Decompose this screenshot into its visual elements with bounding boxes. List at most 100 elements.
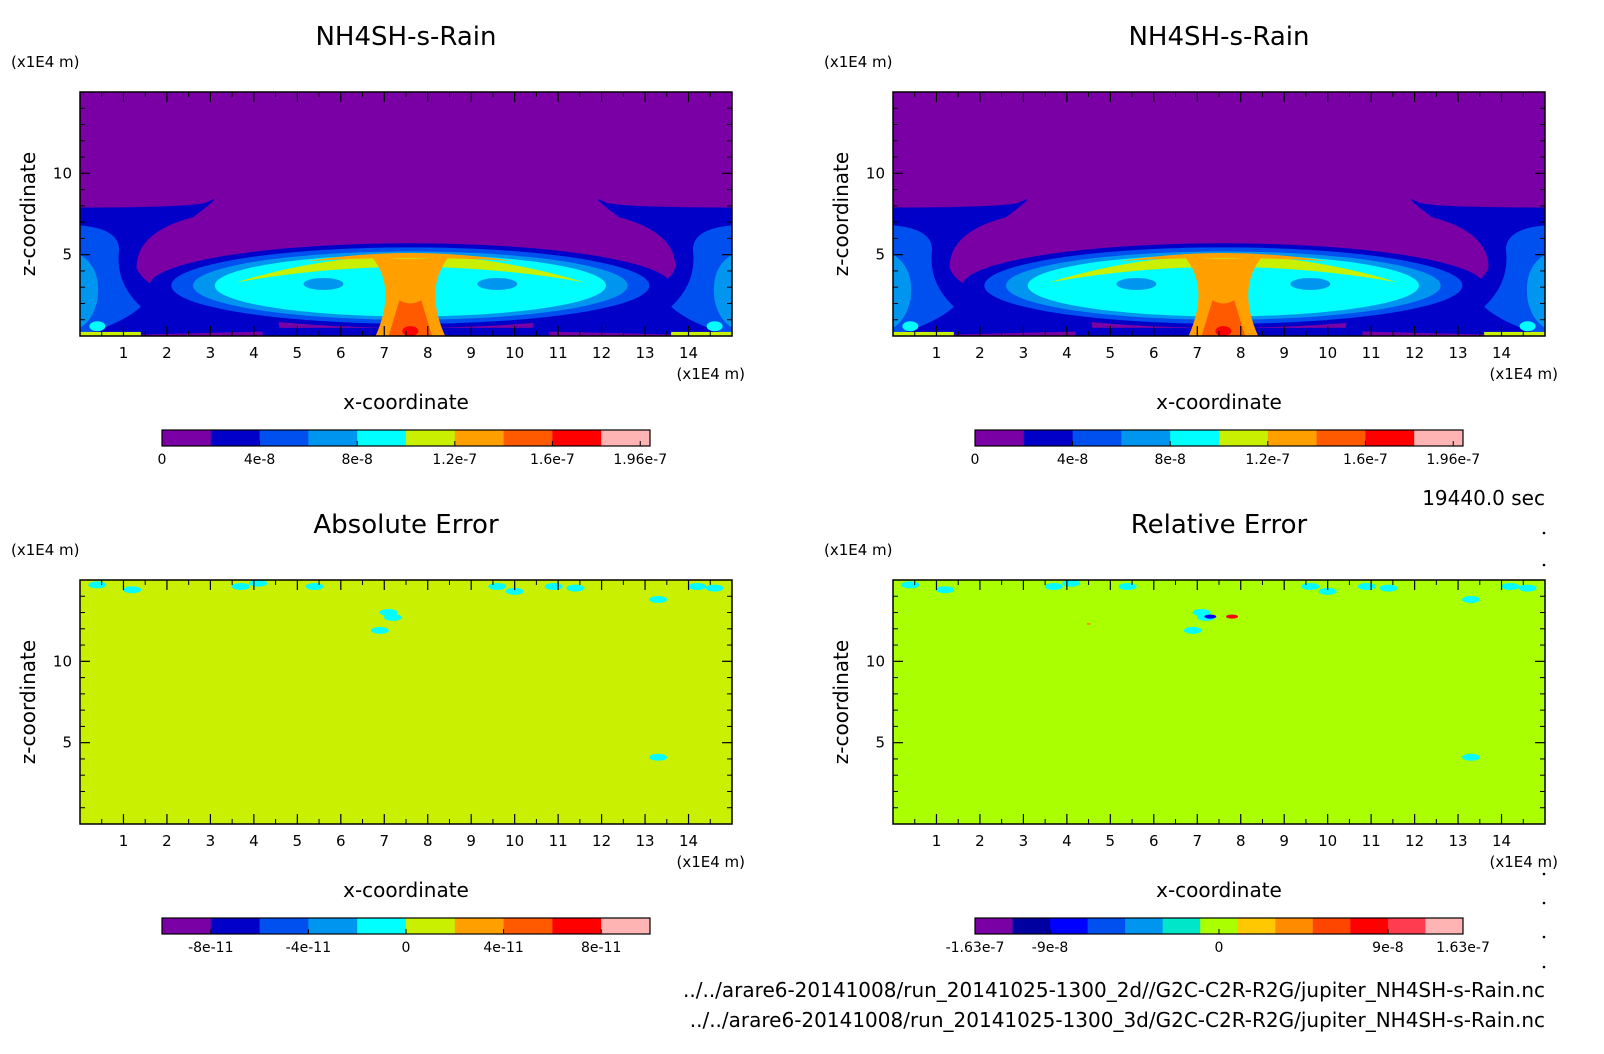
colorbar-swatch: [1387, 918, 1426, 934]
contour-stem-core: [388, 300, 433, 336]
x-tick-label: 11: [549, 832, 568, 850]
contour-stem-core: [1201, 300, 1246, 336]
x-tick-label: 12: [1405, 832, 1424, 850]
chart-title: NH4SH-s-Rain: [1128, 22, 1309, 52]
colorbar-frame: [974, 429, 1464, 447]
colorbar-swatch: [1219, 430, 1269, 446]
y-axis-label: z-coordinate: [16, 640, 40, 764]
colorbar-swatch: [259, 918, 309, 934]
x-tick-label: 9: [1279, 344, 1289, 362]
colorbar-tick-label: 4e-8: [1057, 452, 1088, 468]
error-spot: [1379, 584, 1398, 592]
x-tick-label: 9: [466, 832, 476, 850]
x-tick-label: 7: [1192, 832, 1202, 850]
y-tick-label: 5: [875, 246, 885, 264]
y-unit-label: (x1E4 m): [824, 541, 893, 559]
error-spot: [1462, 596, 1481, 604]
error-spot: [1518, 584, 1537, 592]
colorbar-swatch: [1125, 918, 1164, 934]
x-axis-label: x-coordinate: [343, 878, 469, 902]
colorbar-tick-label: 1.2e-7: [432, 452, 477, 468]
colorbar-tick-label: 8e-8: [341, 452, 372, 468]
contour-cloud-arc: [236, 255, 585, 283]
colorbar-tick-label: 9e-8: [1372, 940, 1403, 956]
x-tick-label: 14: [679, 344, 698, 362]
contour-side-mid: [80, 225, 141, 336]
colorbar-swatch: [1414, 430, 1464, 446]
error-spot: [88, 581, 107, 589]
x-tick-label: 13: [1449, 344, 1468, 362]
error-spot: [901, 581, 920, 589]
contour-lobe: [477, 277, 518, 290]
y-axis-label: z-coordinate: [16, 152, 40, 276]
x-tick-label: 5: [1106, 832, 1116, 850]
file-path-1: ../../arare6-20141008/run_20141025-1300_…: [683, 978, 1545, 1002]
colorbar-swatch: [1087, 918, 1126, 934]
colorbar-swatch: [1170, 430, 1220, 446]
colorbar-tick-label: 0: [971, 452, 980, 468]
x-tick-label: 10: [1318, 344, 1337, 362]
chart-title: Absolute Error: [313, 510, 499, 540]
colorbar-swatch: [1267, 430, 1318, 446]
error-spot: [1183, 626, 1202, 634]
x-tick-label: 7: [1192, 344, 1202, 362]
x-tick-label: 3: [206, 832, 216, 850]
x-tick-label: 9: [466, 344, 476, 362]
contour-stem-peak: [402, 326, 419, 337]
x-tick-label: 6: [336, 832, 346, 850]
x-tick-label: 2: [975, 344, 985, 362]
x-tick-label: 4: [249, 832, 259, 850]
x-tick-label: 1: [932, 344, 942, 362]
colorbar-tick-label: 1.96e-7: [1426, 452, 1480, 468]
contour-side-mid: [893, 225, 954, 336]
colorbar-swatch: [1200, 918, 1239, 934]
y-tick-label: 5: [62, 246, 72, 264]
colorbar-swatch: [406, 918, 456, 934]
colorbar-swatch: [975, 430, 1025, 446]
colorbar-frame: [161, 429, 651, 447]
contour-stem: [371, 256, 450, 336]
colorbar-swatch: [601, 918, 651, 934]
error-spot: [1357, 583, 1376, 591]
x-tick-label: 5: [1106, 344, 1116, 362]
colorbar-tick-label: -9e-8: [1032, 940, 1069, 956]
x-tick-label: 5: [293, 832, 303, 850]
x-tick-label: 8: [423, 832, 433, 850]
error-spot: [1501, 583, 1520, 591]
colorbar-swatch: [162, 430, 212, 446]
contour-cloud-arc-orange: [1119, 253, 1328, 262]
x-axis-label: x-coordinate: [1156, 390, 1282, 414]
x-unit-label: (x1E4 m): [676, 365, 745, 383]
colorbar-tick-label: 1.2e-7: [1245, 452, 1290, 468]
colorbar-tick-label: -1.63e-7: [946, 940, 1005, 956]
colorbar-tick-label: 1.6e-7: [1343, 452, 1388, 468]
colorbar-swatch: [259, 430, 309, 446]
colorbar-tick-label: 0: [1215, 940, 1224, 956]
y-tick-label: 10: [866, 164, 885, 182]
y-tick-label: 10: [53, 652, 72, 670]
colorbar-tick-label: 1.63e-7: [1436, 940, 1490, 956]
contour-lobe: [1116, 277, 1157, 290]
error-spot: [936, 586, 955, 594]
colorbar-swatch: [406, 430, 456, 446]
colorbar-swatch: [1050, 918, 1089, 934]
contour-side-inner: [893, 254, 912, 328]
colorbar-swatch: [1162, 918, 1201, 934]
chart-title: NH4SH-s-Rain: [315, 22, 496, 52]
dots-column: [1542, 531, 1546, 969]
x-tick-label: 14: [1492, 344, 1511, 362]
panel-bottom-right: Relative Error (x1E4 m) (x1E4 m) x-coordina…: [824, 510, 1558, 956]
colorbar-tick-label: -4e-11: [286, 940, 331, 956]
contour-lobe: [303, 277, 344, 290]
colorbar-tick-label: -8e-11: [188, 940, 233, 956]
y-tick-label: 5: [875, 734, 885, 752]
colorbar-swatch: [1312, 918, 1351, 934]
colorbar-tick-label: 0: [158, 452, 167, 468]
x-tick-label: 6: [336, 344, 346, 362]
error-spot: [705, 584, 724, 592]
x-tick-label: 3: [206, 344, 216, 362]
x-tick-label: 13: [636, 344, 655, 362]
x-tick-label: 12: [592, 832, 611, 850]
contour-fringe: [80, 331, 141, 336]
